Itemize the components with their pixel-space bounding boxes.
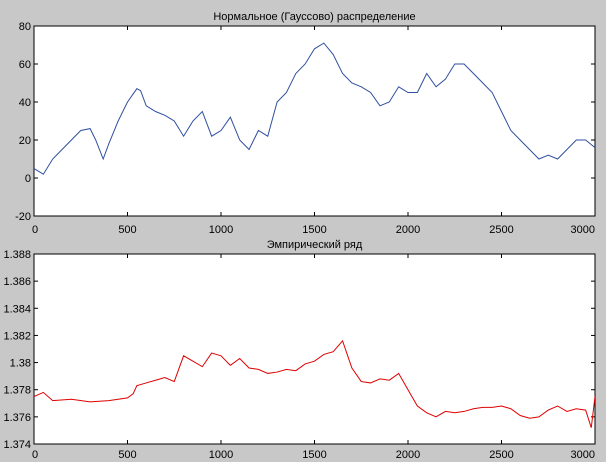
subplot-1: Нормальное (Гауссово) распределение 0 500 1… (15, 11, 596, 236)
plot-area (33, 253, 596, 445)
y-tick-label: 1.38 (10, 358, 31, 370)
series-line-1 (34, 42, 595, 175)
plot-area (33, 25, 596, 217)
x-tick-label: 3000 (571, 449, 595, 461)
chart-title: Эмпирический ряд (267, 239, 363, 251)
y-tick-label: 1.384 (3, 303, 31, 315)
x-tick-label: 1500 (302, 449, 326, 461)
chart-title: Нормальное (Гауссово) распределение (213, 11, 415, 23)
y-tick-label: 0 (25, 173, 31, 185)
x-tick-label: 3000 (571, 224, 595, 236)
y-tick-label: 40 (19, 97, 31, 109)
y-tick-label: 1.382 (3, 330, 31, 342)
y-tick-label: 1.386 (3, 276, 31, 288)
y-tick-label: 20 (19, 135, 31, 147)
y-tick-label: 60 (19, 59, 31, 71)
y-tick-label: -20 (15, 211, 31, 223)
x-tick-label: 0 (32, 449, 38, 461)
y-tick-label: 1.374 (3, 439, 31, 451)
x-tick-label: 2500 (489, 224, 513, 236)
x-tick-label: 1000 (209, 224, 233, 236)
x-tick-label: 0 (32, 224, 38, 236)
x-tick-label: 500 (118, 224, 136, 236)
x-tick-label: 500 (118, 449, 136, 461)
x-tick-label: 2000 (396, 449, 420, 461)
subplot-2: Эмпирический ряд 0 500 1000 1500 2000 2500 3000… (3, 239, 596, 461)
y-tick-label: 1.376 (3, 412, 31, 424)
x-tick-label: 2000 (396, 224, 420, 236)
y-tick-label: 1.378 (3, 385, 31, 397)
series-line-1 (34, 339, 595, 428)
y-tick-label: 80 (19, 21, 31, 33)
x-tick-label: 1000 (209, 449, 233, 461)
x-tick-label: 2500 (489, 449, 513, 461)
x-tick-label: 1500 (302, 224, 326, 236)
y-tick-label: 1.388 (3, 249, 31, 261)
